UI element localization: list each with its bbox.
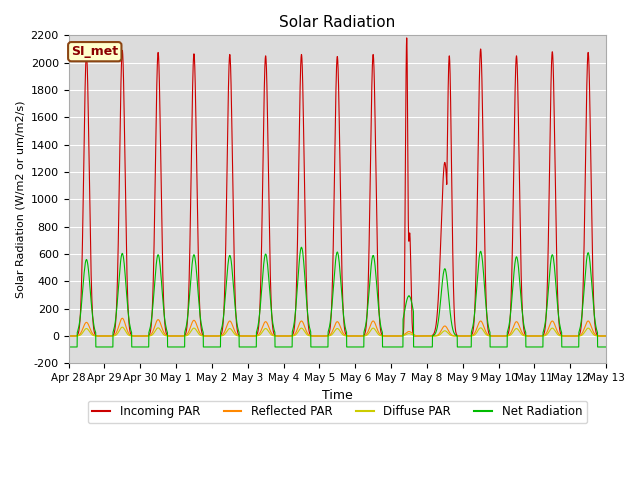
Net Radiation <box>241 344 249 350</box>
Diffuse PAR <box>65 333 72 339</box>
Diffuse PAR <box>602 333 610 339</box>
Incoming PAR <box>65 333 72 339</box>
Reflected PAR <box>411 332 419 338</box>
Reflected PAR <box>602 333 610 339</box>
Y-axis label: Solar Radiation (W/m2 or um/m2/s): Solar Radiation (W/m2 or um/m2/s) <box>15 101 25 298</box>
Incoming PAR <box>66 333 74 339</box>
Net Radiation <box>66 344 74 350</box>
Incoming PAR <box>241 333 249 339</box>
Diffuse PAR <box>118 324 126 330</box>
Line: Incoming PAR: Incoming PAR <box>68 38 606 336</box>
Diffuse PAR <box>66 333 74 339</box>
Net Radiation <box>458 344 466 350</box>
Title: Solar Radiation: Solar Radiation <box>279 15 396 30</box>
Net Radiation <box>602 344 610 350</box>
Reflected PAR <box>66 333 74 339</box>
X-axis label: Time: Time <box>322 389 353 402</box>
Reflected PAR <box>344 333 352 339</box>
Diffuse PAR <box>561 333 569 339</box>
Net Radiation <box>411 344 419 350</box>
Net Radiation <box>344 344 352 350</box>
Incoming PAR <box>561 333 569 339</box>
Net Radiation <box>298 244 305 250</box>
Reflected PAR <box>241 333 249 339</box>
Diffuse PAR <box>344 333 352 339</box>
Line: Reflected PAR: Reflected PAR <box>68 318 606 336</box>
Net Radiation <box>561 344 569 350</box>
Incoming PAR <box>411 333 419 339</box>
Line: Diffuse PAR: Diffuse PAR <box>68 327 606 336</box>
Reflected PAR <box>561 333 569 339</box>
Reflected PAR <box>118 315 126 321</box>
Diffuse PAR <box>458 333 466 339</box>
Line: Net Radiation: Net Radiation <box>68 247 606 347</box>
Incoming PAR <box>344 333 351 339</box>
Text: SI_met: SI_met <box>71 45 118 58</box>
Legend: Incoming PAR, Reflected PAR, Diffuse PAR, Net Radiation: Incoming PAR, Reflected PAR, Diffuse PAR… <box>88 401 587 423</box>
Net Radiation <box>65 344 72 350</box>
Incoming PAR <box>602 333 610 339</box>
Diffuse PAR <box>411 333 419 338</box>
Diffuse PAR <box>241 333 249 339</box>
Incoming PAR <box>403 35 411 41</box>
Reflected PAR <box>65 333 72 339</box>
Incoming PAR <box>458 333 466 339</box>
Reflected PAR <box>458 333 466 339</box>
